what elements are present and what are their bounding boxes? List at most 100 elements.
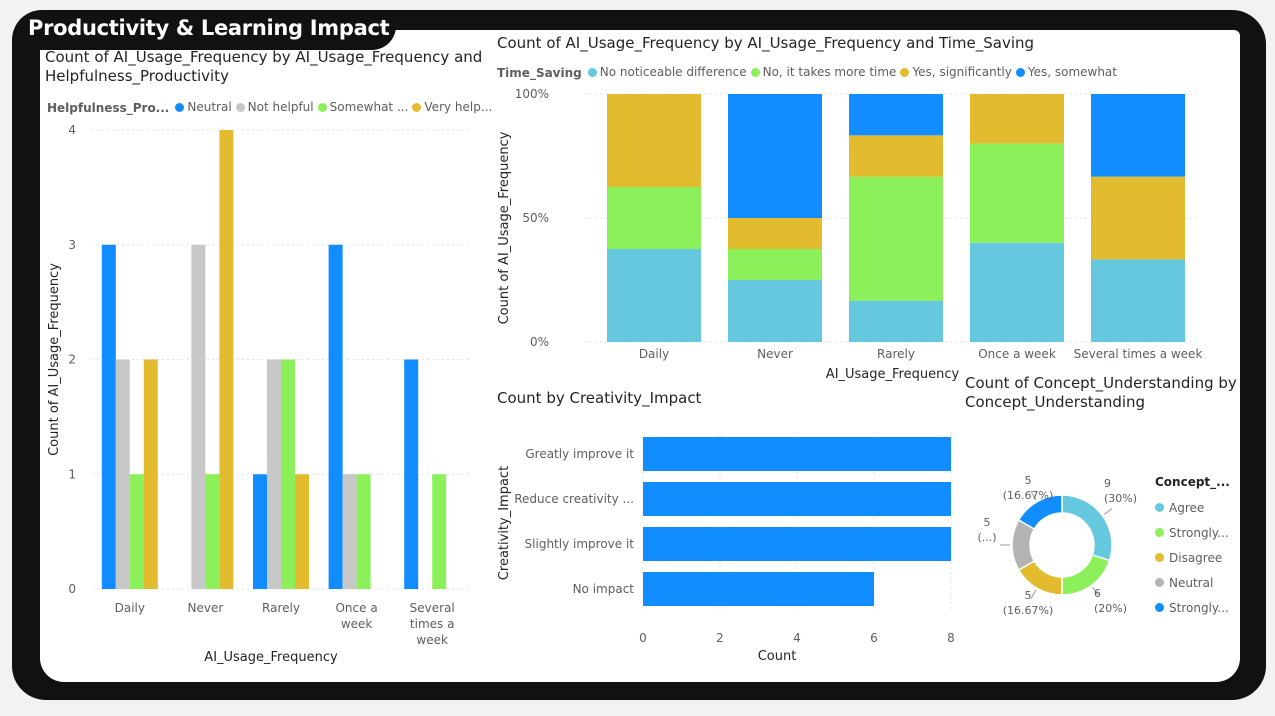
y-tick-label: 0% [530, 335, 549, 349]
x-tick-label: Several times a week [1074, 347, 1203, 361]
legend-item[interactable]: Disagree [1155, 545, 1230, 570]
legend-dot [750, 67, 760, 77]
y-axis-label: Count of AI_Usage_Frequency [47, 263, 62, 456]
helpfulness-legend[interactable]: Helpfulness_Pro... Neutral Not helpful Some… [47, 100, 496, 115]
creativity-chart-panel[interactable]: Count by Creativity_Impact [497, 389, 957, 408]
bar[interactable] [643, 572, 874, 606]
bar[interactable] [191, 244, 206, 589]
x-tick-label: 0 [639, 631, 647, 645]
legend-item[interactable]: Yes, somewhat [1015, 65, 1117, 79]
legend-label: Disagree [1169, 550, 1223, 565]
legend-item[interactable]: Neutral [1155, 570, 1230, 595]
helpfulness-chart-title: Count of AI_Usage_Frequency by AI_Usage_… [45, 48, 483, 85]
title-tab [12, 10, 396, 50]
concept-donut-chart[interactable]: 9 (30%) 6 (20%) 5 (16.67%) 5 (...) 5 (16.67%) [962, 455, 1152, 625]
bar[interactable] [253, 474, 267, 589]
legend-item[interactable]: No noticeable difference [587, 65, 747, 79]
helpfulness-chart[interactable]: 0 1 2 3 4 Daily Never Rarely Once a week Several ti… [40, 118, 495, 668]
stacked-segment[interactable] [728, 280, 822, 342]
legend-dot [175, 102, 185, 112]
bar[interactable] [356, 474, 371, 589]
stacked-segment[interactable] [849, 176, 943, 301]
bar[interactable] [643, 527, 951, 561]
legend-dot [1155, 503, 1164, 512]
bar[interactable] [115, 359, 130, 590]
time-saving-chart-panel[interactable]: Count of AI_Usage_Frequency by AI_Usage_… [497, 34, 1217, 53]
stacked-segment[interactable] [728, 94, 822, 218]
bar[interactable] [143, 359, 158, 590]
stacked-segment[interactable] [1091, 94, 1185, 177]
concept-legend[interactable]: Concept_... Agree Strongly... Disagree Neutr… [1155, 475, 1230, 620]
bar[interactable] [295, 474, 309, 589]
legend-title: Helpfulness_Pro... [47, 100, 170, 115]
stacked-segment[interactable] [728, 218, 822, 249]
bar[interactable] [404, 359, 419, 590]
bar[interactable] [328, 244, 343, 589]
x-tick-label: 6 [870, 631, 878, 645]
x-tick-label: Rarely [262, 601, 300, 615]
legend-label: Agree [1169, 500, 1205, 515]
stacked-segment[interactable] [849, 94, 943, 136]
legend-item[interactable]: Strongly... [1155, 595, 1230, 620]
bar[interactable] [267, 359, 281, 590]
bar[interactable] [643, 437, 951, 471]
stacked-segment[interactable] [849, 135, 943, 177]
stacked-segment[interactable] [607, 94, 701, 187]
x-tick-label: 8 [947, 631, 955, 645]
x-tick-label: 2 [716, 631, 724, 645]
helpfulness-chart-panel[interactable]: Count of AI_Usage_Frequency by AI_Usage_… [45, 48, 490, 668]
stacked-segment[interactable] [970, 242, 1064, 342]
y-tick-label: 50% [522, 211, 549, 225]
y-tick-label: Reduce creativity ... [514, 492, 634, 506]
y-tick-label: Greatly improve it [525, 447, 634, 461]
concept-chart-title: Count of Concept_Understanding by Concep… [965, 374, 1237, 411]
stacked-segment[interactable] [1091, 259, 1185, 342]
legend-item[interactable]: Yes, significantly [900, 65, 1012, 79]
stacked-segment[interactable] [970, 143, 1064, 243]
stacked-segment[interactable] [607, 249, 701, 342]
legend-label: Neutral [1169, 575, 1214, 590]
legend-item[interactable]: Somewhat ... [317, 100, 408, 114]
bar[interactable] [101, 244, 116, 589]
bar[interactable] [432, 474, 447, 589]
bar[interactable] [129, 474, 144, 589]
legend-label: Strongly... [1169, 525, 1229, 540]
page-title: Productivity & Learning Impact [28, 16, 390, 40]
x-tick-label: Daily [115, 601, 145, 615]
stacked-segment[interactable] [607, 187, 701, 249]
stacked-segment[interactable] [1091, 176, 1185, 260]
concept-chart-panel[interactable]: Count of Concept_Understanding by Concep… [965, 374, 1240, 412]
legend-dot [900, 67, 910, 77]
stacked-segment[interactable] [728, 249, 822, 280]
legend-dot [587, 67, 597, 77]
legend-dot [1155, 578, 1164, 587]
x-tick-label: Never [188, 601, 224, 615]
stacked-segment[interactable] [970, 94, 1064, 144]
bar[interactable] [342, 474, 357, 589]
time-saving-legend[interactable]: Time_Saving No noticeable difference No, i… [497, 65, 1121, 80]
y-axis-label: Creativity_Impact [497, 466, 512, 580]
stacked-segment[interactable] [849, 300, 943, 342]
bar[interactable] [281, 359, 295, 590]
x-tick-label: Rarely [877, 347, 915, 361]
donut-slice[interactable] [1061, 553, 1111, 596]
legend-item[interactable]: Agree [1155, 495, 1230, 520]
legend-item[interactable]: Strongly... [1155, 520, 1230, 545]
legend-dot [235, 102, 245, 112]
legend-item[interactable]: Neutral [175, 100, 232, 114]
bar[interactable] [643, 482, 951, 516]
bar[interactable] [219, 130, 234, 589]
bar[interactable] [205, 474, 220, 589]
legend-item[interactable]: No, it takes more time [750, 65, 897, 79]
legend-item[interactable]: Not helpful [235, 100, 314, 114]
donut-data-label: 5 (16.67%) [1003, 589, 1054, 617]
legend-title: Concept_... [1155, 475, 1230, 489]
legend-dot [1155, 528, 1164, 537]
time-saving-chart[interactable]: 0% 50% 100% Daily Never Rarely Once a week Seve… [492, 84, 1217, 384]
creativity-chart[interactable]: 0 2 4 6 8 Greatly improve it Reduce creativity… [492, 420, 962, 670]
legend-item[interactable]: Very help... [412, 100, 492, 114]
donut-slice[interactable] [1017, 494, 1063, 531]
legend-label: No, it takes more time [762, 65, 897, 79]
donut-data-label: 9 (30%) [1104, 477, 1137, 505]
creativity-chart-title: Count by Creativity_Impact [497, 389, 702, 407]
